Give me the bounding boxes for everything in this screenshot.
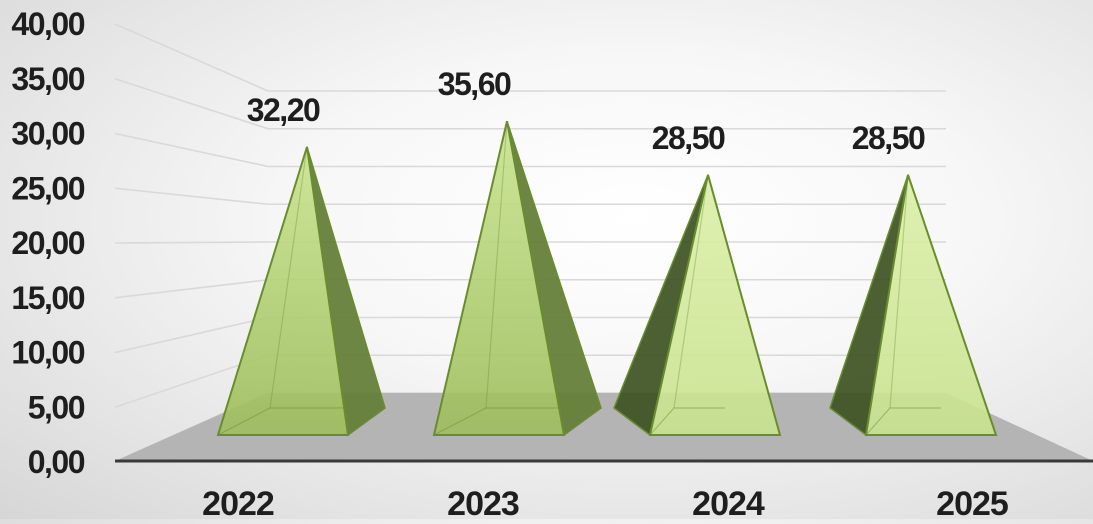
grid-connector (114, 316, 269, 354)
pyramid-back-edge (433, 407, 601, 436)
grid-connector (114, 132, 269, 168)
grid-connector (114, 77, 269, 130)
x-tick-label: 2022 (202, 485, 274, 519)
grid-connector (114, 23, 269, 92)
pyramid-front-face (648, 174, 782, 436)
grid-connector (114, 278, 269, 299)
y-tick-label: 40,00 (11, 6, 84, 42)
pyramid-back-edge (865, 407, 941, 436)
pyramid-back-edge (217, 407, 385, 436)
x-tick-label: 2025 (936, 485, 1008, 519)
pyramid-front-face (432, 120, 566, 436)
grid-connector (114, 241, 269, 244)
pyramid-2023: 35,60 (432, 66, 602, 437)
y-tick-label: 0,00 (28, 444, 85, 480)
y-tick-label: 15,00 (11, 280, 84, 316)
y-tick-label: 5,00 (28, 389, 85, 425)
pyramid-front-face (864, 174, 998, 436)
pyramid-back-ridge (269, 146, 308, 409)
data-label: 28,50 (652, 120, 725, 156)
y-tick-label: 20,00 (11, 225, 84, 261)
pyramid-2022: 32,20 (216, 92, 386, 437)
pyramid-2025: 28,50 (829, 120, 998, 437)
pyramid-back-ridge (485, 121, 508, 409)
data-label: 32,20 (247, 92, 320, 128)
y-tick-label: 25,00 (11, 170, 84, 206)
pyramid-back-edge (649, 407, 725, 436)
pyramid-back-ridge (889, 174, 909, 409)
data-label: 35,60 (438, 66, 511, 102)
y-tick-label: 35,00 (11, 61, 84, 97)
x-tick-label: 2024 (692, 485, 765, 519)
data-label: 28,50 (852, 120, 925, 156)
pyramid-back-ridge (673, 174, 709, 409)
x-tick-label: 2023 (447, 485, 519, 519)
y-tick-label: 10,00 (11, 335, 84, 371)
grid-connector (114, 187, 269, 206)
pyramid-2024: 28,50 (613, 120, 782, 437)
pyramid-front-face (216, 146, 350, 436)
y-tick-label: 30,00 (11, 116, 84, 152)
